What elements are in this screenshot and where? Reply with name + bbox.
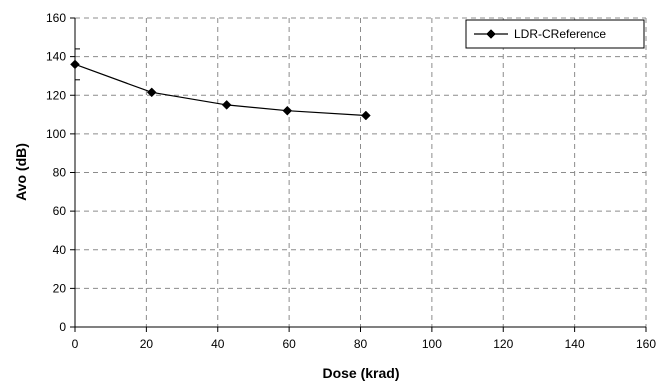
y-tick-label: 100 bbox=[46, 127, 66, 141]
legend: LDR-CReference bbox=[465, 19, 645, 49]
x-tick-label: 0 bbox=[72, 337, 79, 351]
y-tick-label: 20 bbox=[53, 281, 67, 295]
legend-label: LDR-CReference bbox=[514, 27, 606, 41]
x-tick-label: 160 bbox=[636, 337, 656, 351]
axes: 0 20 40 60 80 100 120 140 160 0 20 40 60 80 100 120 140 1… bbox=[46, 11, 656, 351]
data-point bbox=[221, 100, 232, 110]
series-layer bbox=[70, 48, 371, 121]
x-axis-title: Dose (krad) bbox=[322, 365, 399, 381]
x-tick-label: 20 bbox=[140, 337, 154, 351]
x-tick-label: 80 bbox=[354, 337, 368, 351]
x-tick-label: 60 bbox=[282, 337, 296, 351]
y-tick-label: 80 bbox=[53, 166, 67, 180]
x-tick-label: 120 bbox=[493, 337, 513, 351]
y-axis-title: Avo (dB) bbox=[13, 143, 29, 201]
series-line bbox=[74, 63, 366, 117]
grid bbox=[75, 17, 647, 327]
y-tick-label: 160 bbox=[46, 11, 66, 25]
data-point bbox=[70, 59, 80, 70]
y-tick-label: 0 bbox=[59, 320, 66, 334]
y-tick-label: 140 bbox=[46, 50, 66, 64]
x-tick-label: 140 bbox=[565, 337, 585, 351]
data-point bbox=[146, 87, 157, 98]
y-tick-label: 60 bbox=[53, 204, 67, 218]
x-tick-label: 100 bbox=[422, 337, 442, 351]
x-tick-label: 40 bbox=[211, 337, 225, 351]
data-point bbox=[282, 105, 293, 116]
legend-marker bbox=[486, 29, 496, 39]
data-point bbox=[360, 110, 371, 121]
y-tick-label: 120 bbox=[46, 88, 66, 102]
y-tick-label: 40 bbox=[53, 243, 67, 257]
